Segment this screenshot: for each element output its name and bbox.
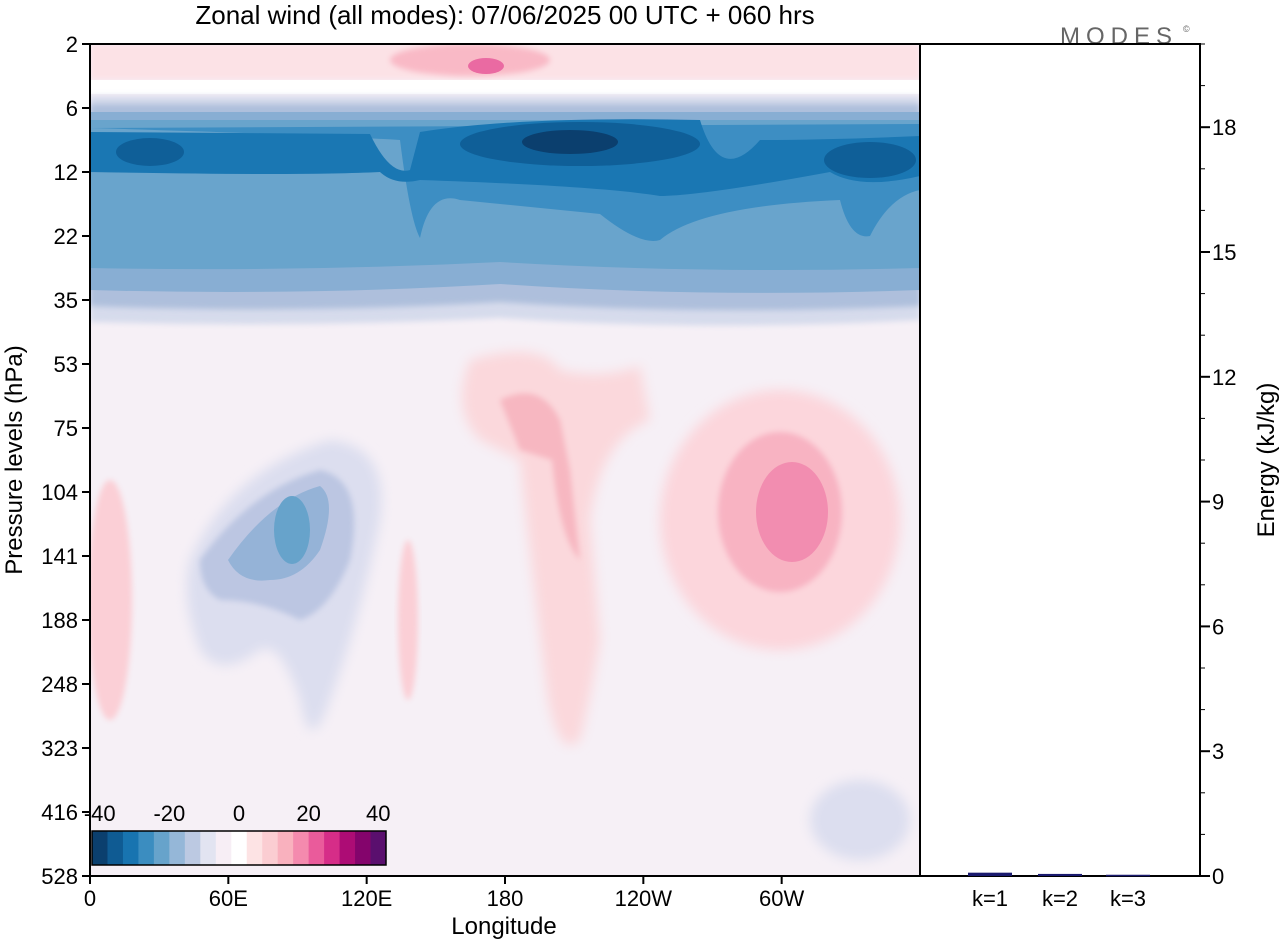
- colorbar-swatch: [122, 831, 139, 865]
- colorbar-swatch: [169, 831, 186, 865]
- y-tick-label: 75: [54, 416, 78, 441]
- colorbar-swatch: [308, 831, 325, 865]
- energy-tick-label: 3: [1212, 739, 1224, 764]
- y-tick-label: 22: [54, 224, 78, 249]
- colorbar: [91, 830, 387, 866]
- colorbar-swatch: [184, 831, 201, 865]
- colorbar-swatch: [277, 831, 294, 865]
- x-tick-label: 0: [84, 886, 96, 911]
- colorbar-frame: [91, 830, 387, 866]
- colorbar-swatch: [200, 831, 217, 865]
- energy-bar-label: k=2: [1042, 886, 1078, 911]
- colorbar-ticks: -40 -20 0 20 40: [84, 801, 391, 826]
- colorbar-tick-label: 0: [233, 801, 245, 826]
- energy-axis-label: Energy (kJ/kg): [1253, 383, 1280, 538]
- energy-bar: [968, 872, 1012, 876]
- y-tick-label: 6: [66, 96, 78, 121]
- energy-tick-label: 15: [1212, 240, 1236, 265]
- colorbar-swatch: [293, 831, 310, 865]
- y-tick-label: 188: [41, 608, 78, 633]
- heatmap-neg-lower-east: [810, 780, 910, 860]
- y-tick-label: 53: [54, 352, 78, 377]
- heatmap-pos-thin-strip: [398, 540, 418, 700]
- energy-tick-label: 9: [1212, 490, 1224, 515]
- colorbar-swatch: [153, 831, 170, 865]
- colorbar-swatch: [92, 831, 108, 865]
- energy-axis: 0 3 6 9 12 15 18: [1200, 43, 1236, 889]
- energy-bar: [1106, 874, 1150, 877]
- heatmap-neg-cell-east: [824, 142, 916, 178]
- colorbar-swatch: [355, 831, 372, 865]
- colorbar-swatch: [262, 831, 279, 865]
- colorbar-swatch: [138, 831, 155, 865]
- colorbar-tick-label: 20: [296, 801, 320, 826]
- heatmap-zero-line-upper: [90, 80, 920, 94]
- y-tick-label: 12: [54, 160, 78, 185]
- heatmap-pos-plume: [462, 352, 650, 745]
- colorbar-swatch: [107, 831, 124, 865]
- heatmap-neg-cell-west: [116, 138, 184, 166]
- y-tick-label: 35: [54, 288, 78, 313]
- energy-bar-labels: k=1 k=2 k=3: [972, 886, 1146, 911]
- energy-bars: [968, 872, 1150, 877]
- x-tick-label: 120E: [341, 886, 392, 911]
- heatmap-neg-tropo-core: [274, 496, 310, 564]
- colorbar-swatch: [339, 831, 356, 865]
- energy-panel-frame: [919, 43, 1201, 877]
- energy-tick-label: 12: [1212, 365, 1236, 390]
- colorbar-tick-label: 40: [366, 801, 390, 826]
- colorbar-swatch: [215, 831, 232, 865]
- colorbar-tick-label: -40: [84, 801, 116, 826]
- heatmap-upper-magenta-cell: [468, 58, 504, 74]
- colorbar-swatch: [231, 831, 248, 865]
- energy-tick-label: 0: [1212, 864, 1224, 889]
- y-tick-label: 528: [41, 864, 78, 889]
- energy-tick-label: 18: [1212, 115, 1236, 140]
- longitude-axis: 0 60E 120E 180 120W 60W: [84, 876, 805, 911]
- x-tick-label: 180: [487, 886, 524, 911]
- heatmap-field: [90, 44, 920, 876]
- y-tick-label: 141: [41, 544, 78, 569]
- heatmap-pos-plume-core: [500, 393, 580, 560]
- y-tick-label: 248: [41, 672, 78, 697]
- y-axis-label: Pressure levels (hPa): [1, 345, 28, 574]
- x-tick-label: 60W: [759, 886, 804, 911]
- y-tick-label: 323: [41, 736, 78, 761]
- chart-title: Zonal wind (all modes): 07/06/2025 00 UT…: [195, 0, 814, 30]
- brand-mark: ©: [1183, 24, 1190, 34]
- heatmap-neg-core: [522, 130, 618, 154]
- energy-bar: [1038, 873, 1082, 876]
- y-tick-label: 416: [41, 800, 78, 825]
- y-tick-label: 2: [66, 32, 78, 57]
- x-tick-label: 60E: [209, 886, 248, 911]
- heatmap-upper-pink-cell: [390, 44, 550, 76]
- colorbar-swatch: [246, 831, 263, 865]
- energy-bar-label: k=3: [1110, 886, 1146, 911]
- heatmap-pos-east-core: [756, 462, 828, 562]
- colorbar-swatch: [370, 831, 387, 865]
- y-tick-label: 104: [41, 480, 78, 505]
- colorbar-swatch: [324, 831, 341, 865]
- colorbar-tick-label: -20: [153, 801, 185, 826]
- heatmap-pos-west-strip: [90, 480, 132, 720]
- pressure-axis: 2 6 12 22 35 53 75 104 141 188 248 323 416 528: [41, 32, 90, 889]
- energy-bar-label: k=1: [972, 886, 1008, 911]
- x-tick-label: 120W: [615, 886, 673, 911]
- x-axis-label: Longitude: [451, 913, 556, 940]
- energy-tick-label: 6: [1212, 614, 1224, 639]
